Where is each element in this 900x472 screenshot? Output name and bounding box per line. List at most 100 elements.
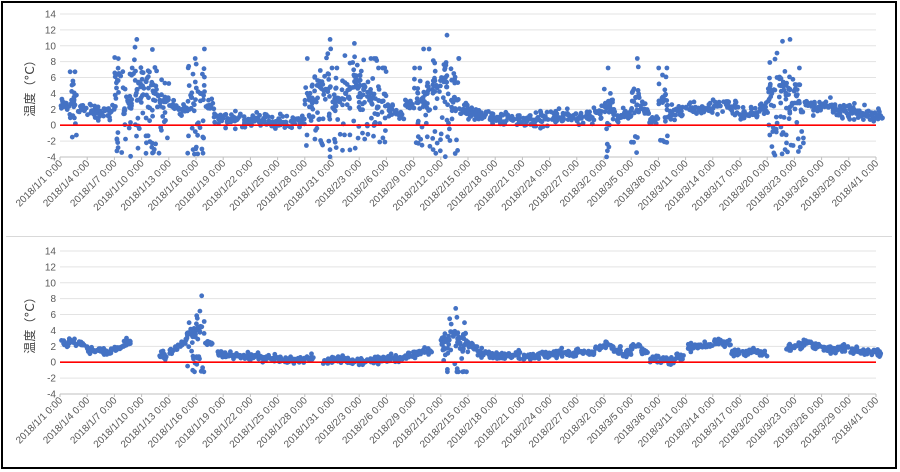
data-point <box>784 105 789 111</box>
data-point <box>135 115 141 121</box>
data-point <box>760 106 766 112</box>
data-point <box>132 44 138 50</box>
data-point <box>165 135 170 141</box>
data-point <box>615 347 621 353</box>
data-point <box>161 351 167 357</box>
data-point <box>497 115 503 121</box>
data-point <box>362 136 368 142</box>
data-point <box>304 56 310 61</box>
data-point <box>351 118 357 124</box>
y-tick-label: 10 <box>45 278 57 289</box>
data-point <box>587 113 594 120</box>
data-point <box>313 99 319 105</box>
x-tick-label: 2018/1/1 0:00 <box>14 158 65 209</box>
data-point <box>202 46 207 52</box>
data-point <box>845 345 851 350</box>
data-point <box>451 71 457 76</box>
data-point <box>347 132 353 138</box>
data-point <box>200 118 206 124</box>
data-point <box>329 354 335 360</box>
x-tick-label: 2018/1/1 0:00 <box>14 395 65 446</box>
data-point <box>646 111 652 116</box>
data-point <box>107 349 113 355</box>
data-point <box>779 132 785 137</box>
data-point <box>402 354 407 360</box>
data-point <box>187 106 193 112</box>
data-point <box>787 74 792 80</box>
data-point <box>200 150 206 156</box>
data-point <box>455 80 461 85</box>
data-point <box>159 77 165 83</box>
data-point <box>515 116 521 122</box>
data-point <box>307 104 312 110</box>
data-point <box>112 55 118 60</box>
data-point <box>144 92 149 98</box>
data-point <box>139 76 145 82</box>
data-point <box>186 344 192 350</box>
data-point <box>631 86 637 92</box>
data-point <box>335 117 341 122</box>
data-point <box>433 150 439 156</box>
data-point <box>188 94 195 100</box>
data-point <box>732 350 739 356</box>
data-point <box>334 65 340 71</box>
data-point <box>72 69 78 75</box>
data-point <box>723 102 730 108</box>
data-point <box>279 120 285 126</box>
data-point <box>333 86 338 91</box>
data-point <box>611 107 617 112</box>
data-point <box>620 353 626 359</box>
data-point <box>194 354 200 360</box>
data-point <box>565 117 571 122</box>
data-point <box>225 117 231 124</box>
data-point <box>565 348 571 354</box>
data-point <box>252 115 258 121</box>
data-point <box>343 90 349 96</box>
data-point <box>337 131 343 137</box>
data-point <box>638 103 644 109</box>
data-point <box>633 343 639 349</box>
data-point <box>634 102 640 108</box>
data-point <box>605 65 611 71</box>
data-point <box>412 76 417 82</box>
data-point <box>573 111 579 117</box>
data-point <box>461 102 467 108</box>
data-point <box>170 102 176 108</box>
data-point <box>412 65 417 71</box>
data-point <box>642 350 648 356</box>
data-point <box>634 56 640 61</box>
data-point <box>460 335 467 341</box>
data-point <box>368 90 374 96</box>
data-point <box>787 86 793 93</box>
data-point <box>318 138 323 143</box>
data-point <box>95 118 101 123</box>
data-point <box>430 147 436 153</box>
data-point <box>360 130 365 136</box>
data-point <box>672 117 677 123</box>
data-point <box>864 112 870 117</box>
data-point <box>720 109 725 114</box>
data-point <box>524 354 530 360</box>
data-point <box>751 348 757 354</box>
y-tick-label: 6 <box>50 73 56 84</box>
data-point <box>427 143 433 149</box>
data-point <box>113 104 118 109</box>
data-point <box>439 75 444 80</box>
data-point <box>415 90 421 96</box>
y-tick-label: -2 <box>47 137 56 148</box>
data-point <box>193 144 199 150</box>
data-point <box>598 116 604 121</box>
data-point <box>601 86 607 92</box>
data-point <box>380 65 386 71</box>
data-point <box>351 72 357 78</box>
data-point <box>460 106 467 112</box>
data-point <box>185 65 191 71</box>
data-point <box>202 89 207 94</box>
data-point <box>841 345 847 351</box>
data-point <box>386 113 392 119</box>
data-point <box>89 108 95 114</box>
data-point <box>772 87 778 93</box>
data-point <box>261 117 267 124</box>
data-point <box>578 349 584 355</box>
data-point <box>461 369 467 374</box>
